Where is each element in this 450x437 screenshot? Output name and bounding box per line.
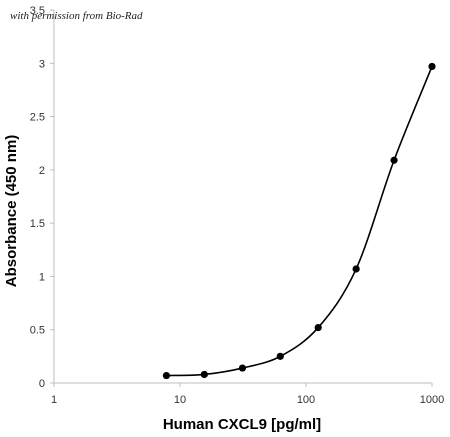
y-tick-label: 2 — [39, 165, 45, 177]
tick-labels: 0 0.5 1 1.5 2 2.5 3 3.5 1 10 100 1000 — [30, 5, 445, 406]
x-tick-label: 1 — [51, 394, 57, 406]
watermark-text: with permission from Bio-Rad — [10, 10, 143, 22]
x-axis-title: Human CXCL9 [pg/ml] — [163, 416, 321, 433]
x-tick-label: 100 — [297, 394, 315, 406]
x-tick-label: 1000 — [420, 394, 444, 406]
y-tick-label: 3.5 — [30, 5, 45, 17]
data-point — [200, 370, 208, 379]
data-point — [428, 62, 436, 71]
data-points — [162, 62, 436, 380]
data-point — [352, 265, 360, 273]
y-tick-label: 1.5 — [30, 218, 45, 230]
data-point — [162, 371, 171, 380]
data-point — [276, 352, 284, 360]
data-point — [238, 364, 247, 372]
series-curve — [166, 66, 433, 377]
axes — [50, 9, 433, 387]
y-tick-label: 1 — [39, 271, 45, 283]
data-point — [314, 323, 322, 332]
data-point — [390, 156, 398, 164]
y-tick-label: 2.5 — [30, 112, 45, 124]
y-axis-title: Absorbance (450 nm) — [3, 135, 20, 288]
x-tick-label: 10 — [174, 394, 186, 406]
y-tick-label: 3 — [39, 58, 45, 70]
y-tick-label: 0.5 — [30, 325, 45, 337]
y-tick-label: 0 — [39, 378, 45, 390]
